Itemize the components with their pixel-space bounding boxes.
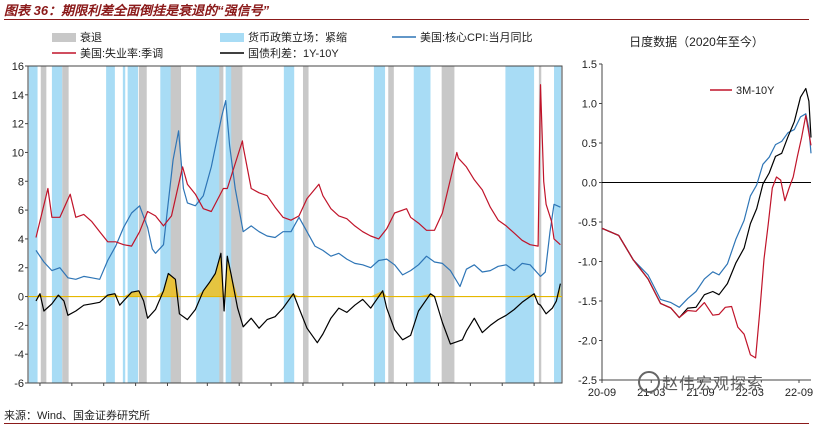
tightening-band [28,66,38,383]
legend-3m10y-label: 3M-10Y [736,85,775,97]
x-tick-label: 22-09 [785,387,813,399]
recession-band [388,66,394,383]
spread-positive-area [36,253,561,297]
y-tick-label: 0.0 [582,178,597,190]
tightening-band [225,66,235,383]
tightening-band [505,66,535,383]
y-tick-label: 10 [12,147,24,159]
recession-band [170,66,182,383]
tightening-band [106,66,115,383]
legend-tightening-swatch [220,33,244,42]
recession-band [40,66,47,383]
y-tick-label: 8 [18,176,24,188]
y-tick-label: 2 [18,263,24,275]
y-tick-label: 16 [12,61,24,73]
wechat-icon [638,371,660,393]
spread-line [35,252,561,345]
y-tick-label: 1.5 [582,59,597,71]
daily-chart-title: 日度数据（2020年至今） [629,34,764,49]
y-tick-label: 4 [18,234,24,246]
recession-band [538,66,542,383]
figure-title: 图表 36：期限利差全面倒挂是衰退的“强信号” [4,3,270,18]
tightening-band [196,66,224,383]
tightening-band [122,66,126,383]
tightening-band [51,66,63,383]
recession-band [219,66,224,383]
legend-recession-label: 衰退 [80,30,102,44]
y-tick-label: -2.0 [578,336,597,348]
x-tick-label: 20-09 [588,387,616,399]
recession-band [62,66,69,383]
y-tick-label: 14 [12,90,24,102]
tightening-band [413,66,431,383]
y-tick-label: -2.5 [578,375,597,387]
core-cpi-line [35,100,561,288]
spread-3m10y-line [601,114,812,359]
y-tick-label: -1.0 [578,257,597,269]
y-tick-label: 0.5 [582,138,597,150]
recession-band [302,66,309,383]
main-chart: 1614121086420-2-4-6195719611965196919731… [12,30,563,388]
x-tick-label: 21-09 [686,387,714,399]
y-tick-label: -0.5 [578,217,597,229]
recession-band [441,66,455,383]
y-tick-label: 0 [18,292,24,304]
y-tick-label: 12 [12,119,24,131]
legend-unemployment-label: 美国:失业率:季调 [80,46,163,60]
y-tick-label: -4 [14,349,24,361]
blue-line [601,113,812,308]
y-tick-label: -1.5 [578,296,597,308]
plot-frame [27,65,563,384]
bottom-divider [4,423,809,424]
tightening-band [554,66,562,383]
tightening-band [373,66,386,383]
daily-chart: 日度数据（2020年至今） 1.5 1.0 0.5 0.0 -0.5 -1.0 -1.5 -2.… [578,34,813,399]
legend-core-cpi-label: 美国:核心CPI:当月同比 [420,30,532,44]
y-tick-label: -6 [14,378,24,388]
black-line [601,87,812,319]
tightening-band [283,66,295,383]
y-tick-label: -2 [14,320,24,332]
y-tick-label: 6 [18,205,24,217]
tightening-band [127,66,138,383]
watermark: 赵伟宏观探索 [662,376,765,393]
legend-tightening-label: 货币政策立场：紧缩 [248,30,347,44]
y-tick-label: 1.0 [582,99,597,111]
x-tick-label: 22-03 [736,387,764,399]
source-note: 来源：Wind、国金证券研究所 [4,410,151,422]
recession-band [231,66,243,383]
title-divider [4,19,809,20]
unemployment-line [35,84,561,247]
legend-spread-label: 国债利差：1Y-10Y [248,46,339,60]
legend-recession-swatch [52,33,76,42]
